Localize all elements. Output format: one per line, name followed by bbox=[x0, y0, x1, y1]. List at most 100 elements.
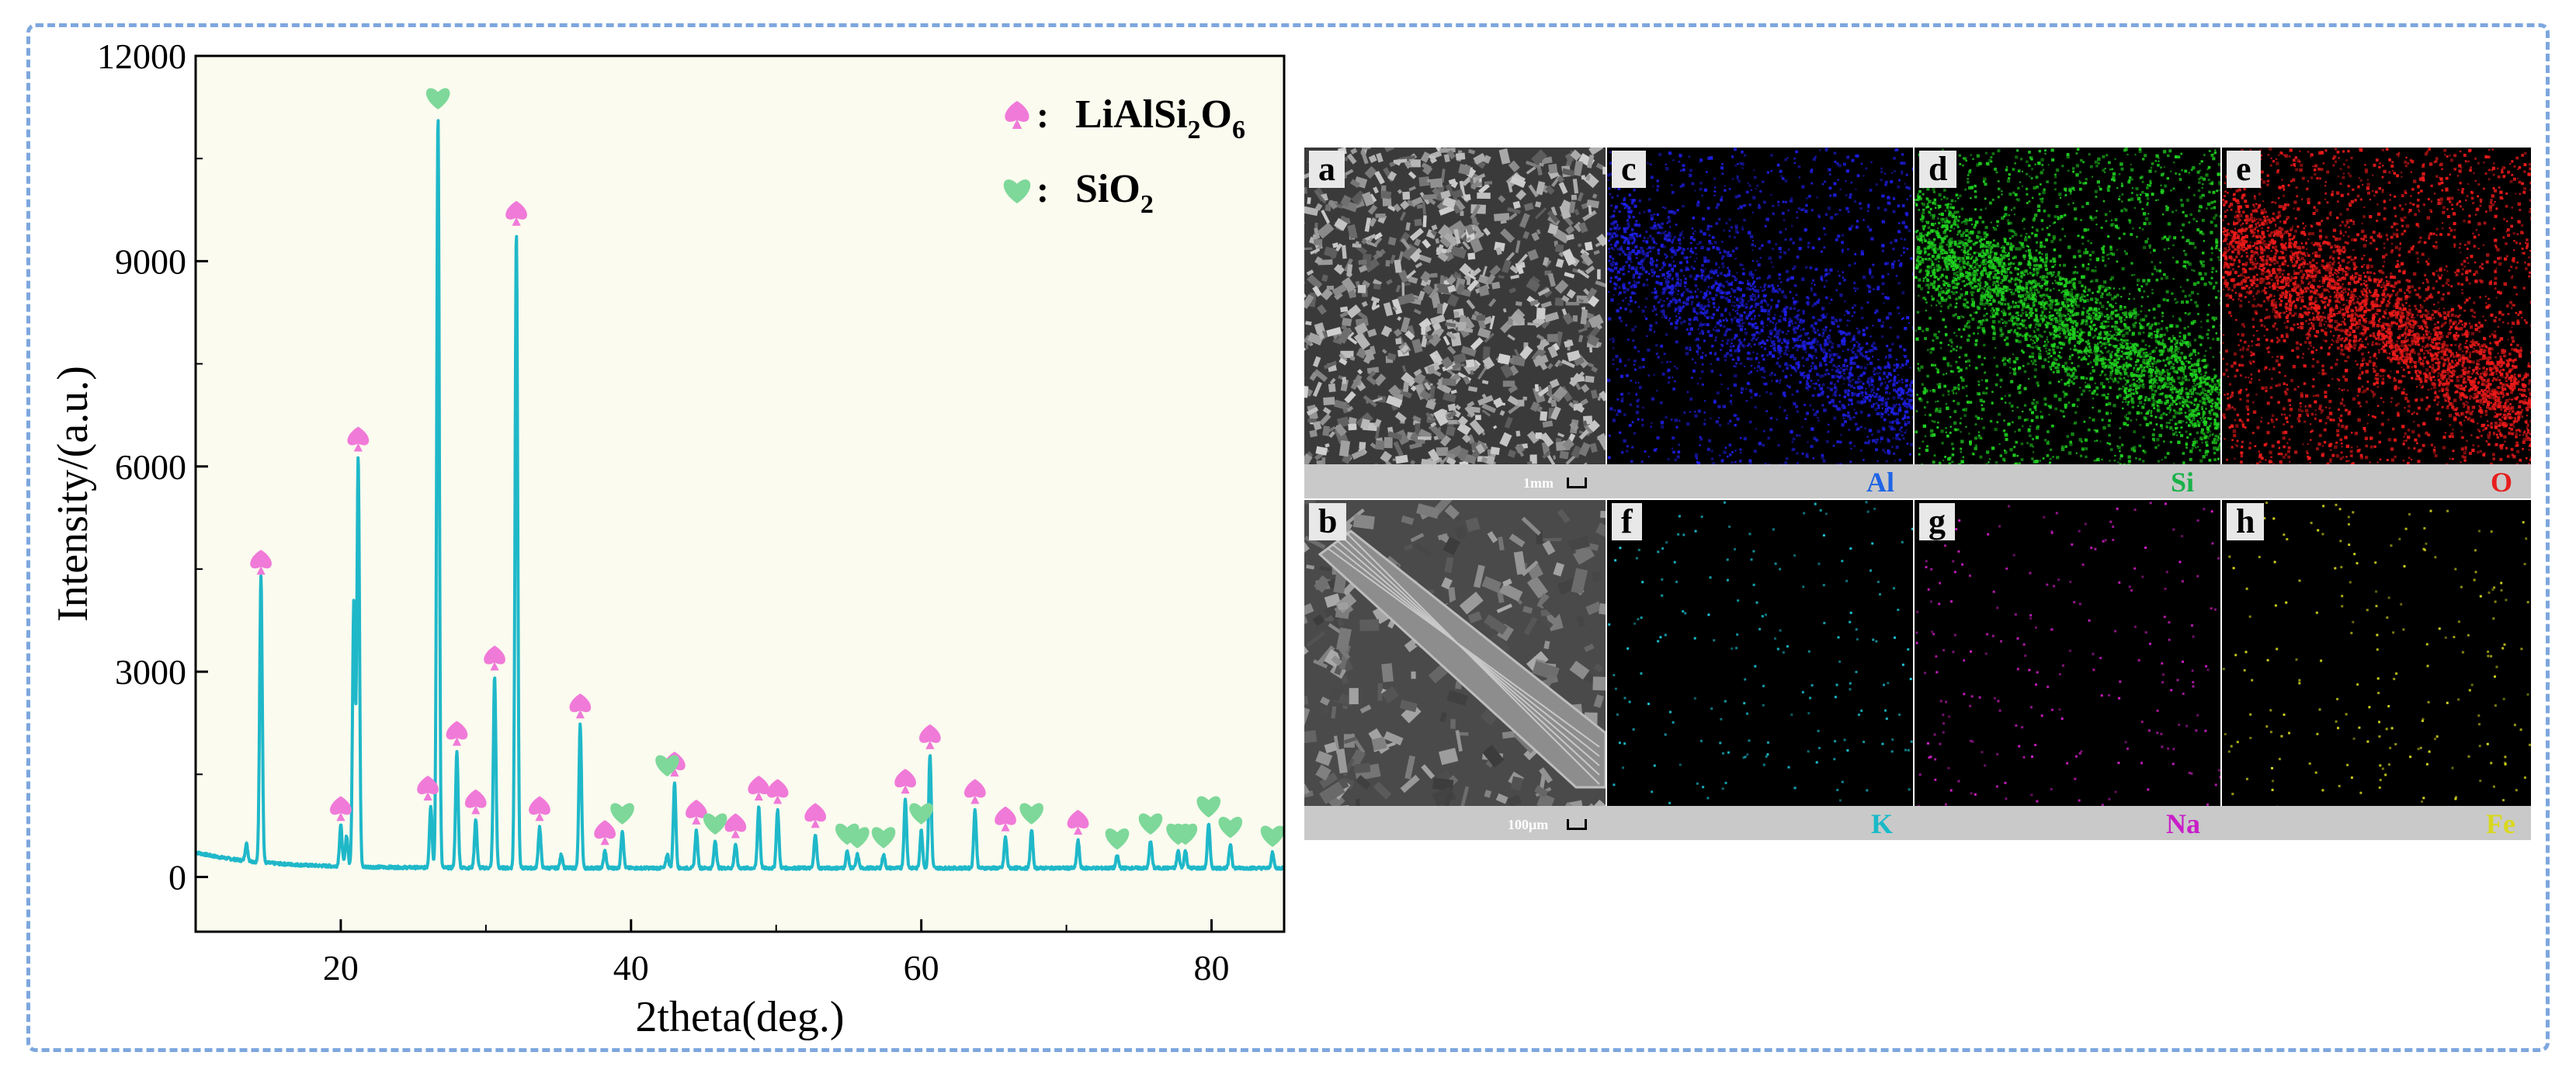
eds-dot bbox=[1615, 205, 1618, 209]
eds-dot bbox=[1633, 241, 1635, 243]
eds-dot bbox=[1904, 355, 1908, 359]
eds-dot bbox=[1663, 300, 1665, 302]
eds-dot bbox=[1821, 373, 1825, 377]
eds-dot bbox=[1655, 259, 1658, 262]
eds-dot bbox=[2078, 342, 2081, 345]
eds-dot bbox=[1720, 383, 1723, 385]
eds-dot bbox=[1825, 356, 1828, 359]
eds-dot bbox=[2204, 378, 2207, 381]
eds-dot bbox=[1821, 250, 1823, 253]
eds-dot bbox=[1673, 252, 1677, 256]
eds-dot bbox=[1793, 401, 1797, 406]
eds-dot bbox=[1735, 247, 1738, 250]
eds-dot bbox=[1863, 355, 1867, 359]
sem-grain bbox=[1340, 194, 1352, 207]
eds-dot bbox=[1790, 356, 1792, 358]
eds-dot bbox=[1754, 285, 1756, 288]
eds-dot bbox=[1739, 314, 1743, 318]
eds-dot bbox=[1872, 263, 1875, 266]
sem-grain bbox=[1559, 450, 1569, 460]
eds-dot bbox=[1744, 154, 1747, 157]
sem-grain bbox=[1553, 228, 1571, 244]
eds-dot bbox=[1847, 411, 1850, 415]
eds-dot bbox=[1966, 262, 1969, 266]
eds-dot bbox=[1630, 285, 1633, 289]
eds-dot bbox=[1951, 460, 1954, 464]
eds-dot bbox=[2066, 373, 2071, 377]
sem-grain bbox=[1425, 412, 1436, 422]
eds-dot bbox=[1697, 346, 1701, 350]
eds-dot bbox=[2176, 391, 2179, 394]
eds-dot bbox=[1623, 240, 1626, 242]
eds-dot bbox=[1634, 300, 1637, 304]
eds-dot bbox=[1657, 231, 1660, 234]
eds-dot bbox=[1726, 352, 1729, 356]
eds-dot bbox=[1855, 352, 1857, 356]
eds-dot bbox=[1958, 261, 1960, 263]
eds-dot bbox=[1716, 321, 1720, 325]
sem-grain bbox=[1309, 371, 1318, 381]
sem-grain bbox=[1364, 165, 1377, 179]
eds-dot bbox=[1719, 291, 1723, 295]
sem-grain bbox=[1437, 224, 1451, 238]
eds-dot bbox=[1899, 366, 1902, 369]
eds-dot bbox=[1721, 262, 1724, 266]
eds-dot bbox=[1970, 196, 1972, 200]
eds-dot bbox=[1777, 444, 1780, 447]
eds-dot bbox=[1609, 276, 1613, 280]
eds-dot bbox=[1691, 251, 1695, 254]
eds-dot bbox=[2114, 218, 2118, 221]
eds-dot bbox=[1721, 346, 1724, 348]
x-axis-label: 2theta(deg.) bbox=[636, 993, 845, 1041]
eds-dot bbox=[1660, 304, 1664, 308]
eds-dot bbox=[1871, 379, 1875, 383]
eds-dot bbox=[2189, 457, 2192, 461]
eds-dot bbox=[1884, 357, 1887, 359]
sem-grain bbox=[1402, 382, 1410, 392]
eds-dot bbox=[2170, 386, 2174, 390]
eds-dot bbox=[1724, 354, 1727, 358]
eds-dot bbox=[1946, 197, 1949, 200]
eds-dot bbox=[1894, 379, 1897, 381]
eds-dot bbox=[2080, 219, 2082, 221]
eds-dot bbox=[1927, 241, 1930, 244]
eds-dot bbox=[1991, 320, 1996, 324]
eds-dot bbox=[2149, 421, 2152, 425]
eds-dot bbox=[2161, 315, 2164, 318]
sem-grain bbox=[1393, 328, 1402, 337]
eds-dot bbox=[1678, 305, 1681, 309]
eds-dot bbox=[1932, 339, 1935, 342]
lialsi2o6-peak-marker bbox=[529, 796, 550, 821]
eds-dot bbox=[2213, 420, 2217, 423]
sem-grain bbox=[1573, 403, 1585, 413]
eds-dot bbox=[1906, 443, 1909, 445]
eds-dot bbox=[1715, 207, 1718, 210]
eds-dot bbox=[2091, 392, 2094, 395]
eds-dot bbox=[1766, 303, 1769, 307]
eds-dot bbox=[1815, 356, 1817, 359]
eds-dot bbox=[1802, 319, 1806, 323]
eds-dot bbox=[1675, 283, 1679, 287]
eds-dot bbox=[1824, 325, 1828, 329]
eds-dot bbox=[1793, 330, 1797, 335]
eds-dot bbox=[1821, 334, 1824, 338]
eds-dot bbox=[2073, 297, 2077, 301]
eds-dot bbox=[2025, 235, 2027, 238]
sem-grain bbox=[1467, 279, 1479, 292]
eds-dot bbox=[1634, 381, 1637, 384]
eds-dot bbox=[1655, 352, 1658, 356]
eds-dot bbox=[1627, 214, 1630, 217]
sio2-peak-marker bbox=[1138, 813, 1163, 835]
eds-dot bbox=[2104, 346, 2107, 349]
sem-grain bbox=[1553, 455, 1557, 460]
eds-dot bbox=[1712, 284, 1715, 287]
eds-dot bbox=[1679, 247, 1682, 250]
eds-dot bbox=[2031, 401, 2035, 405]
eds-dot bbox=[1660, 401, 1663, 405]
eds-dot bbox=[1675, 252, 1677, 254]
sem-grain bbox=[1369, 370, 1377, 378]
eds-dot bbox=[1751, 334, 1754, 336]
eds-dot bbox=[1762, 294, 1767, 298]
eds-dot bbox=[1743, 218, 1746, 222]
eds-dot bbox=[1627, 392, 1630, 395]
